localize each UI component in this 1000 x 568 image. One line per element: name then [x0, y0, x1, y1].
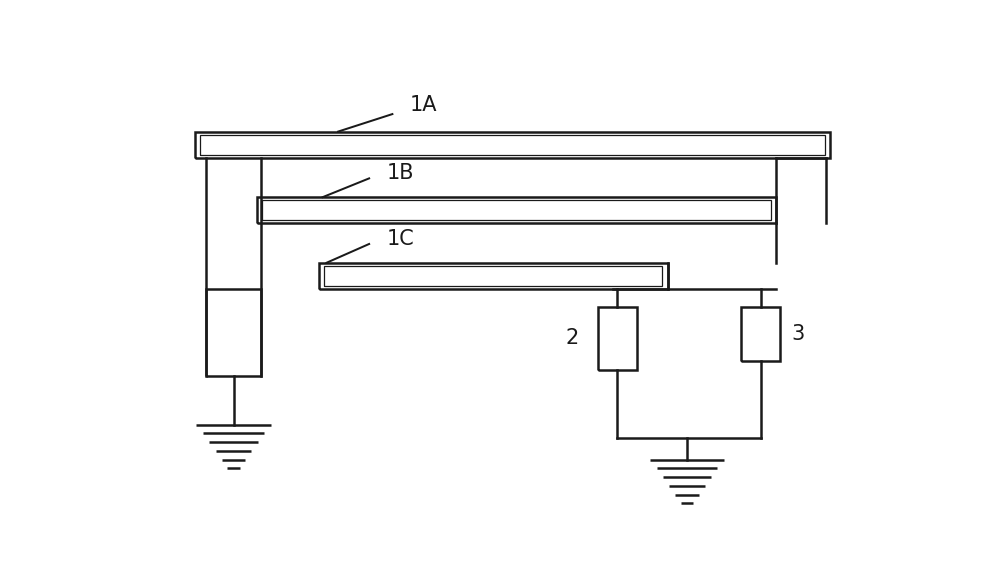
Text: 1C: 1C: [386, 229, 414, 249]
Text: 1B: 1B: [386, 163, 414, 183]
Text: 2: 2: [565, 328, 578, 348]
Text: 1A: 1A: [410, 95, 437, 115]
Text: 3: 3: [792, 324, 805, 344]
